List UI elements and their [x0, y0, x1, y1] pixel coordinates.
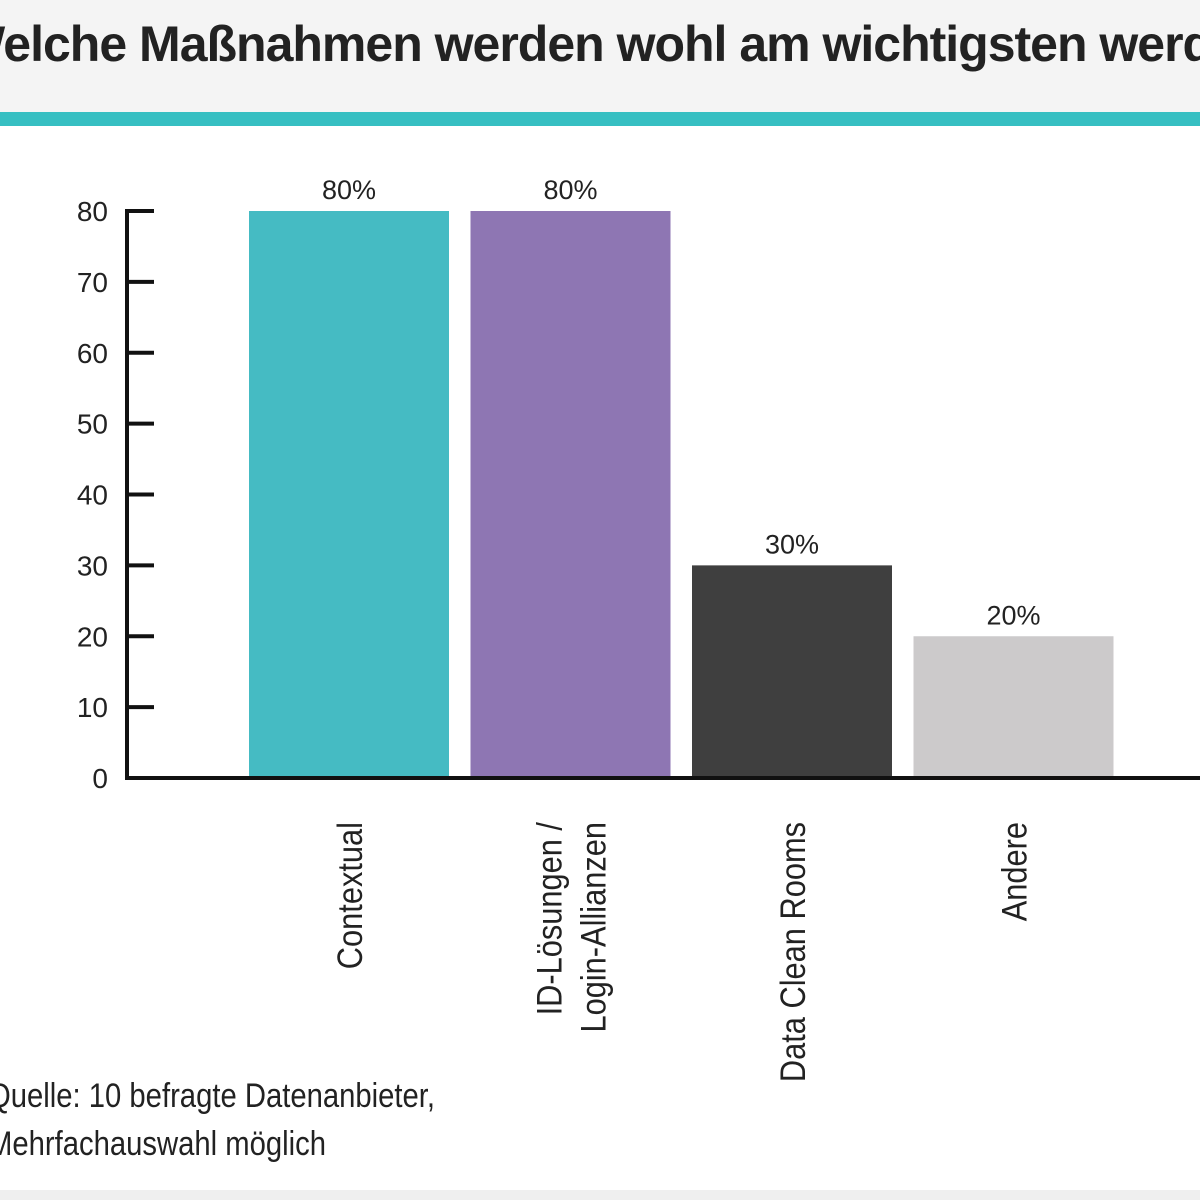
y-tick-label-50: 50: [77, 409, 108, 440]
accent-divider: [0, 112, 1200, 126]
bar-2: [470, 211, 671, 778]
y-tick-label-10: 10: [77, 692, 108, 723]
source-line-2: Mehrfachauswahl möglich: [0, 1125, 327, 1163]
bar-chart: 0 10 20 30 40 50 60 70 80 80% 80% 30% 20% Contextual I…: [77, 175, 1200, 1082]
data-label-3: 30%: [765, 529, 819, 559]
source-note: Quelle: 10 befragte Datenanbieter, Mehrf…: [0, 1072, 470, 1168]
data-label-1: 80%: [322, 175, 376, 205]
data-label-2: 80%: [543, 175, 597, 205]
category-label-4-line-1: Andere: [995, 822, 1034, 921]
bar-3: [692, 565, 892, 778]
y-tick-label-40: 40: [77, 480, 108, 511]
bar-1: [249, 211, 449, 778]
y-tick-label-30: 30: [77, 550, 108, 581]
category-label-2-line-2: Login-Allianzen: [574, 822, 613, 1033]
y-tick-label-0: 0: [92, 763, 108, 794]
y-tick-label-80: 80: [77, 196, 108, 227]
category-label-1-line-1: Contextual: [330, 822, 369, 969]
category-label-3-line-1: Data Clean Rooms: [773, 822, 812, 1082]
category-label-2-line-1: ID-Lösungen /: [530, 821, 569, 1015]
footer-strip: [0, 1190, 1200, 1200]
y-tick-label-60: 60: [77, 338, 108, 369]
source-line-1: Quelle: 10 befragte Datenanbieter,: [0, 1077, 436, 1115]
y-tick-label-20: 20: [77, 621, 108, 652]
bar-4: [913, 636, 1114, 778]
chart-header: Welche Maßnahmen werden wohl am wichtigs…: [0, 0, 1200, 112]
chart-title: Welche Maßnahmen werden wohl am wichtigs…: [0, 16, 1200, 72]
data-label-4: 20%: [986, 600, 1040, 630]
y-tick-label-70: 70: [77, 267, 108, 298]
